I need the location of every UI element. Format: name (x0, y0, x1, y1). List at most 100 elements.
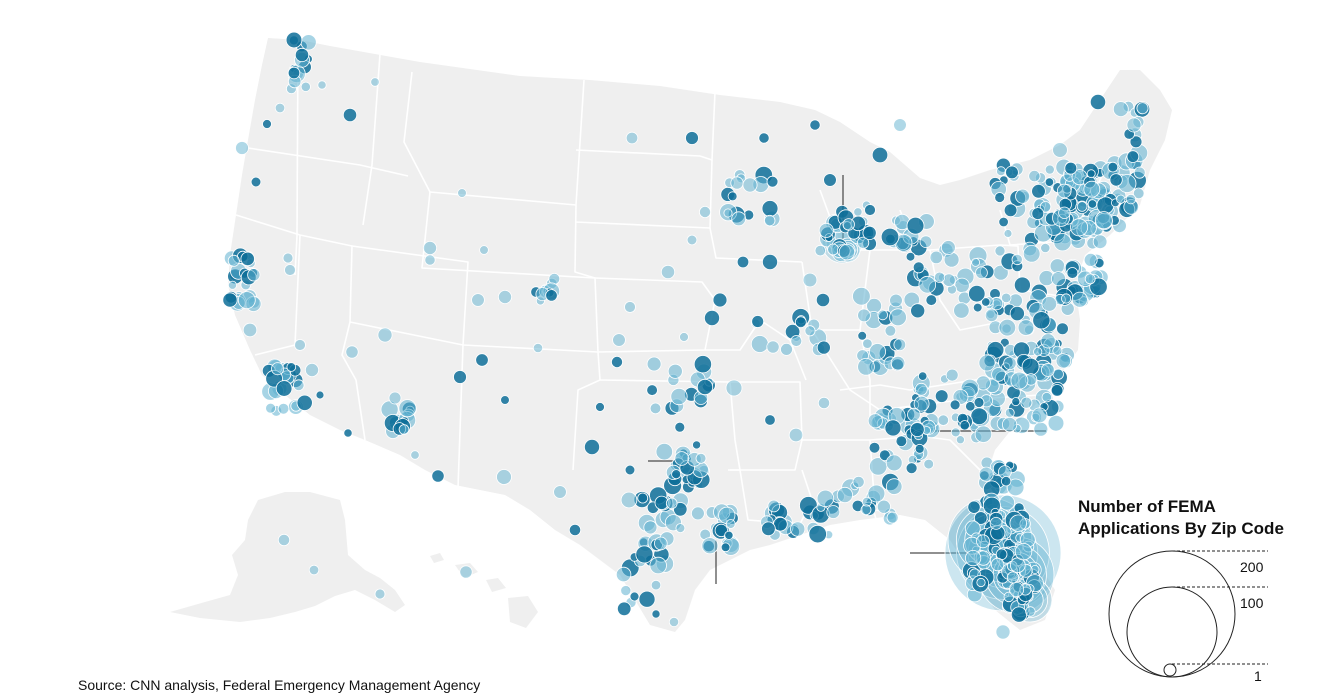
zip-bubble (934, 389, 949, 403)
zip-bubble (864, 204, 876, 216)
zip-bubble (978, 354, 996, 372)
zip-bubble (975, 266, 988, 280)
zip-bubble (990, 557, 1005, 572)
zip-bubble (914, 443, 925, 454)
zip-bubble (398, 399, 417, 418)
zip-bubble (1025, 606, 1036, 617)
zip-bubble (1003, 229, 1013, 238)
zip-bubble (1004, 407, 1015, 418)
zip-bubble (1126, 117, 1142, 133)
zip-bubble (1005, 165, 1019, 180)
zip-bubble (815, 292, 831, 308)
zip-bubble (974, 425, 993, 443)
zip-bubble (964, 549, 982, 567)
zip-bubble (725, 379, 743, 397)
zip-bubble (959, 420, 970, 431)
zip-bubble (867, 484, 886, 503)
legend-circle-small (1163, 663, 1177, 677)
zip-bubble (646, 356, 662, 372)
zip-bubble (265, 402, 277, 414)
zip-bubble (1041, 392, 1053, 403)
zip-bubble (410, 450, 420, 460)
zip-bubble (1086, 169, 1096, 179)
zip-bubble (308, 564, 320, 576)
zip-bubble (685, 131, 699, 145)
zip-bubble (1044, 164, 1055, 175)
zip-bubble (1009, 582, 1025, 598)
legend-title-line-1: Number of FEMA (1078, 497, 1216, 516)
zip-bubble (701, 537, 719, 555)
zip-bubble (424, 254, 436, 266)
zip-bubble (804, 325, 816, 337)
zip-bubble (453, 370, 467, 384)
legend-title-line-2: Applications By Zip Code (1078, 519, 1284, 538)
zip-bubble (699, 205, 712, 218)
zip-bubble (867, 413, 883, 429)
zip-bubble (1021, 357, 1040, 376)
zip-bubble (712, 292, 728, 308)
zip-bubble (1116, 194, 1126, 204)
zip-bubble (1006, 478, 1025, 497)
zip-bubble (972, 302, 983, 313)
source-note: Source: CNN analysis, Federal Emergency … (78, 677, 481, 693)
zip-bubble (638, 590, 656, 608)
zip-bubble (725, 519, 736, 529)
zip-bubble (1022, 245, 1041, 263)
zip-bubble (994, 245, 1006, 257)
zip-bubble (1010, 606, 1028, 623)
zip-bubble (1010, 371, 1029, 390)
zip-bubble (296, 394, 313, 411)
zip-bubble (500, 395, 510, 405)
zip-bubble (1061, 293, 1072, 304)
zip-bubble (1031, 184, 1046, 199)
zip-bubble (836, 486, 854, 504)
zip-bubble (1052, 345, 1063, 356)
zip-bubble (686, 234, 698, 246)
zip-bubble (1051, 271, 1067, 287)
zip-bubble (1129, 135, 1143, 149)
zip-bubble (816, 489, 835, 508)
zip-bubble (1133, 166, 1146, 179)
zip-bubble (790, 335, 803, 347)
state-border (362, 53, 381, 226)
zip-bubble (794, 316, 807, 329)
zip-bubble (620, 491, 638, 509)
zip-bubble (1092, 234, 1108, 250)
zip-bubble (286, 362, 297, 372)
zip-bubble (857, 308, 871, 323)
zip-bubble (818, 222, 834, 238)
zip-bubble (1094, 211, 1113, 230)
zip-bubble (968, 285, 986, 303)
zip-bubble (568, 523, 582, 537)
zip-bubble (1058, 206, 1071, 220)
zip-bubble (838, 243, 856, 261)
zip-bubble (884, 324, 897, 337)
zip-bubble (284, 264, 296, 276)
zip-bubble (857, 357, 875, 376)
zip-bubble (868, 441, 881, 454)
zip-bubble (906, 216, 925, 235)
zip-bubble (852, 475, 865, 489)
zip-bubble (905, 462, 918, 475)
zip-bubble (817, 396, 831, 410)
zip-bubble (1011, 253, 1023, 266)
zip-bubble (653, 536, 668, 551)
zip-bubble (1040, 333, 1056, 349)
zip-bubble (1112, 101, 1129, 117)
zip-bubble (862, 225, 877, 240)
zip-bubble (890, 355, 906, 371)
contiguous-us-shape (228, 38, 1172, 632)
zip-bubble (1083, 180, 1101, 198)
zip-bubble (637, 492, 649, 504)
zip-bubble (1014, 543, 1033, 561)
zip-bubble (242, 322, 258, 338)
zip-bubble (750, 335, 769, 353)
zip-bubble (1001, 416, 1018, 433)
zip-bubble (1032, 311, 1051, 330)
zip-bubble (655, 443, 674, 461)
zip-bubble (1125, 193, 1137, 205)
zip-bubble (479, 245, 489, 255)
zip-bubble (1050, 384, 1064, 397)
zip-bubble (895, 435, 908, 448)
zip-bubble (971, 257, 980, 267)
